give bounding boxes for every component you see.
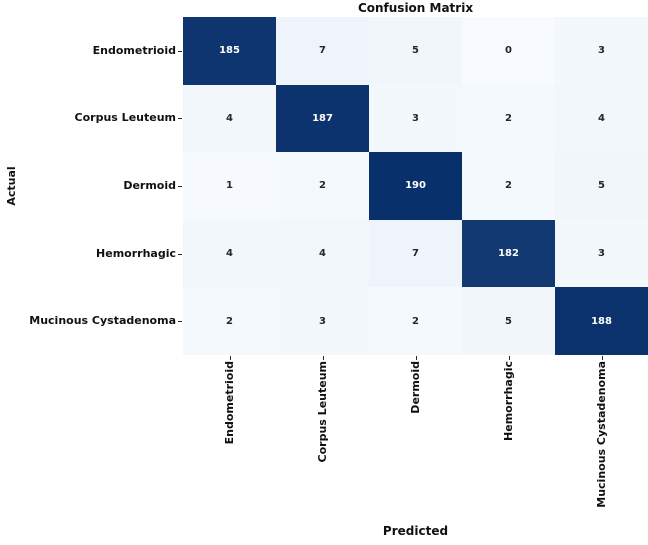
- cell-value: 5: [412, 45, 419, 57]
- cell-value: 5: [505, 315, 512, 327]
- matrix-cell: 188: [555, 287, 648, 355]
- x-tick-mark: [229, 356, 231, 360]
- cell-value: 2: [412, 315, 419, 327]
- cell-value: 7: [319, 45, 326, 57]
- cell-value: 182: [498, 248, 519, 260]
- matrix-cell: 2: [462, 152, 555, 220]
- x-tick-label: Hemorrhagic: [501, 361, 515, 441]
- cell-value: 2: [319, 180, 326, 192]
- cell-value: 190: [405, 180, 426, 192]
- cell-value: 4: [319, 248, 326, 260]
- matrix-cell: 190: [369, 152, 462, 220]
- cell-value: 3: [598, 248, 605, 260]
- cell-value: 1: [226, 180, 233, 192]
- x-tick-label: Endometrioid: [222, 361, 236, 445]
- cell-value: 3: [598, 45, 605, 57]
- matrix-cell: 3: [276, 287, 369, 355]
- matrix-cell: 7: [369, 219, 462, 288]
- cell-value: 2: [505, 112, 512, 124]
- cell-value: 188: [591, 315, 612, 327]
- matrix-cell: 2: [183, 287, 276, 355]
- y-tick-mark: [178, 186, 182, 187]
- cell-value: 3: [412, 112, 419, 124]
- x-tick-mark: [508, 356, 510, 360]
- heatmap-grid: 185 7 5 0 3 4 187 3 2 4 1 2 190 2 5 4 4 7 182 3 2 3 2 5 188: [183, 17, 648, 355]
- cell-value: 7: [412, 248, 419, 260]
- x-tick-label: Mucinous Cystadenoma: [594, 361, 608, 508]
- matrix-cell: 185: [183, 17, 276, 85]
- x-tick-mark: [415, 356, 417, 360]
- x-tick-mark: [601, 356, 603, 360]
- y-tick-label: Corpus Leuteum: [74, 111, 176, 125]
- y-tick-mark: [178, 118, 182, 120]
- y-tick-label: Dermoid: [123, 179, 176, 192]
- cell-value: 185: [219, 45, 240, 57]
- y-tick-label: Hemorrhagic: [96, 246, 176, 260]
- cell-value: 4: [598, 112, 605, 124]
- matrix-cell: 4: [276, 219, 369, 288]
- matrix-cell: 0: [462, 17, 555, 85]
- cell-value: 2: [226, 315, 233, 327]
- x-tick-label: Corpus Leuteum: [315, 361, 329, 463]
- chart-title: Confusion Matrix: [357, 1, 474, 15]
- matrix-cell: 5: [369, 17, 462, 85]
- matrix-cell: 5: [555, 152, 648, 220]
- cell-value: 0: [505, 45, 512, 57]
- y-tick-mark: [178, 253, 182, 255]
- matrix-cell: 2: [276, 152, 369, 220]
- y-tick-label: Mucinous Cystadenoma: [29, 314, 176, 328]
- cell-value: 4: [226, 112, 233, 124]
- cell-value: 4: [226, 248, 233, 260]
- y-tick-mark: [178, 50, 182, 52]
- matrix-cell: 4: [555, 84, 648, 153]
- matrix-cell: 1: [183, 152, 276, 220]
- matrix-cell: 3: [555, 219, 648, 288]
- cell-value: 5: [598, 180, 605, 192]
- x-axis-title: Predicted: [382, 524, 449, 538]
- cell-value: 187: [312, 112, 333, 124]
- matrix-cell: 7: [276, 17, 369, 85]
- x-tick-label: Dermoid: [408, 361, 422, 414]
- cell-value: 2: [505, 180, 512, 192]
- matrix-cell: 2: [369, 287, 462, 355]
- matrix-cell: 4: [183, 84, 276, 153]
- matrix-cell: 3: [555, 17, 648, 85]
- cell-value: 3: [319, 315, 326, 327]
- matrix-cell: 4: [183, 219, 276, 288]
- matrix-cell: 2: [462, 84, 555, 153]
- matrix-cell: 5: [462, 287, 555, 355]
- matrix-cell: 187: [276, 84, 369, 153]
- y-tick-mark: [178, 321, 182, 323]
- y-axis-title: Actual: [5, 166, 18, 206]
- matrix-cell: 3: [369, 84, 462, 153]
- matrix-cell: 182: [462, 219, 555, 288]
- y-tick-label: Endometrioid: [92, 43, 176, 57]
- x-tick-mark: [322, 356, 324, 360]
